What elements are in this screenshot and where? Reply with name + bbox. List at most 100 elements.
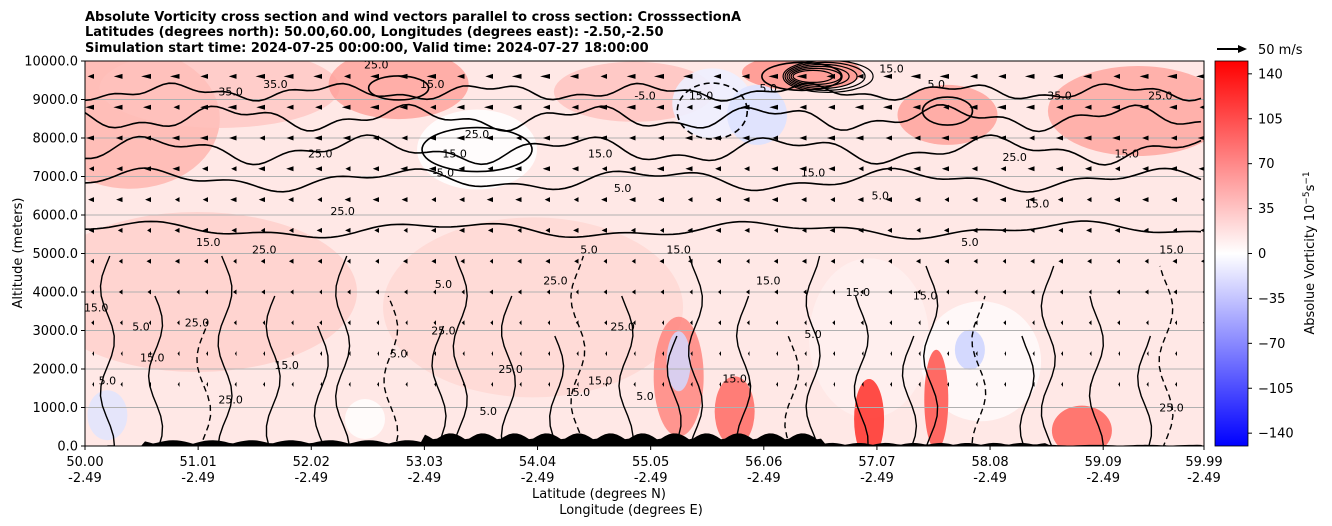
wind-arrow bbox=[799, 104, 807, 110]
wind-arrow bbox=[206, 381, 208, 387]
wind-arrow bbox=[913, 166, 921, 172]
wind-arrow bbox=[830, 197, 835, 203]
wind-arrow bbox=[232, 289, 237, 295]
wind-arrow bbox=[92, 381, 94, 387]
wind-arrow bbox=[569, 73, 579, 79]
contour-label: 35.0 bbox=[1047, 90, 1072, 103]
wind-arrow bbox=[740, 104, 750, 110]
wind-arrow bbox=[514, 166, 522, 172]
wind-arrow bbox=[1116, 258, 1120, 264]
wind-arrow bbox=[259, 135, 265, 141]
wind-arrow bbox=[199, 135, 208, 141]
contour-line bbox=[217, 255, 233, 446]
wind-arrow bbox=[1169, 104, 1177, 110]
x-tick-label-lon: -2.49 bbox=[1187, 471, 1221, 486]
wind-arrow bbox=[833, 351, 835, 357]
wind-arrow bbox=[974, 289, 978, 295]
wind-arrow bbox=[543, 135, 550, 141]
contour-label: 5.0 bbox=[580, 244, 598, 257]
wind-arrow bbox=[347, 320, 351, 326]
wind-arrow bbox=[718, 289, 721, 295]
wind-arrow bbox=[1201, 197, 1204, 202]
wind-arrow bbox=[1002, 289, 1006, 295]
wind-arrow bbox=[1200, 228, 1204, 233]
wind-arrow bbox=[1116, 289, 1120, 295]
wind-arrow bbox=[912, 104, 921, 110]
wind-arrow bbox=[227, 104, 237, 110]
wind-arrow bbox=[228, 73, 237, 79]
x-tick-label-lon: -2.49 bbox=[68, 471, 102, 486]
wind-arrow bbox=[1083, 73, 1092, 79]
wind-arrow bbox=[599, 135, 607, 141]
wind-arrow bbox=[491, 381, 493, 387]
wind-arrow bbox=[885, 135, 892, 141]
contour-label: 5.0 bbox=[928, 78, 946, 91]
wind-arrow bbox=[434, 381, 436, 387]
wind-arrow bbox=[548, 381, 550, 387]
y-tick-label: 0.0 bbox=[57, 440, 78, 455]
wind-arrow bbox=[747, 381, 750, 387]
contour-label: 25.0 bbox=[1148, 90, 1173, 103]
contour-line bbox=[431, 325, 447, 446]
contour-loop bbox=[790, 67, 842, 86]
wind-arrow bbox=[828, 166, 835, 172]
wind-arrow bbox=[434, 351, 436, 357]
contour-line bbox=[85, 82, 1202, 102]
wind-arrow bbox=[1118, 381, 1120, 387]
wind-arrow bbox=[883, 104, 892, 110]
wind-arrow bbox=[1197, 135, 1204, 141]
wind-arrow bbox=[975, 351, 978, 357]
wind-arrow bbox=[1000, 166, 1006, 172]
contour-label: 5.0 bbox=[435, 278, 453, 291]
wind-arrow bbox=[375, 258, 379, 264]
wind-arrow bbox=[1086, 197, 1092, 203]
wind-arrow bbox=[717, 258, 721, 264]
x-tick-label-lat: 55.05 bbox=[632, 455, 669, 470]
wind-arrow bbox=[858, 166, 864, 172]
x-tick-label-lat: 51.01 bbox=[180, 455, 217, 470]
wind-arrow bbox=[939, 73, 949, 79]
wind-arrow bbox=[1086, 227, 1092, 233]
wind-arrow bbox=[317, 197, 322, 203]
wind-arrow bbox=[344, 197, 351, 203]
contour-label: 25.0 bbox=[364, 59, 389, 72]
wind-arrow bbox=[689, 289, 693, 295]
wind-arrow bbox=[918, 351, 921, 357]
wind-arrow bbox=[1058, 258, 1063, 264]
contour-label: 15.0 bbox=[756, 274, 781, 287]
y-tick-label: 1000.0 bbox=[33, 401, 79, 416]
colorbar-tick-label: 35 bbox=[1258, 202, 1275, 217]
wind-arrow bbox=[177, 351, 180, 357]
colorbar-tick-label: −140 bbox=[1258, 427, 1294, 442]
wind-arrow bbox=[456, 104, 465, 110]
wind-arrow bbox=[973, 258, 978, 264]
wind-arrow bbox=[516, 135, 522, 141]
wind-arrow bbox=[1024, 73, 1035, 79]
contour-label: 25.0 bbox=[1159, 401, 1184, 414]
vorticity-region bbox=[1051, 405, 1112, 446]
wind-arrow bbox=[256, 104, 265, 110]
contour-label: 25.0 bbox=[465, 128, 490, 141]
wind-arrow bbox=[1139, 73, 1149, 79]
wind-arrow bbox=[118, 258, 123, 264]
contour-line bbox=[265, 295, 281, 446]
wind-arrow bbox=[741, 73, 750, 79]
wind-arrow bbox=[92, 351, 94, 357]
wind-arrow bbox=[1172, 258, 1177, 264]
vorticity-region bbox=[727, 84, 788, 145]
wind-arrow bbox=[176, 289, 180, 295]
wind-arrow bbox=[348, 381, 351, 387]
contour-line bbox=[383, 295, 399, 446]
wind-arrow bbox=[575, 289, 579, 295]
wind-arrow bbox=[1142, 135, 1149, 141]
wind-arrow bbox=[631, 258, 636, 264]
wind-arrow bbox=[1113, 73, 1120, 79]
contour-label: 15.0 bbox=[722, 372, 747, 385]
wind-arrow bbox=[397, 73, 408, 79]
wind-arrow bbox=[1055, 166, 1063, 172]
contour-line bbox=[570, 255, 586, 446]
wind-arrow bbox=[345, 227, 351, 233]
contour-label: 5.0 bbox=[390, 347, 408, 360]
wind-arrow bbox=[87, 73, 94, 79]
wind-arrow bbox=[405, 381, 408, 387]
